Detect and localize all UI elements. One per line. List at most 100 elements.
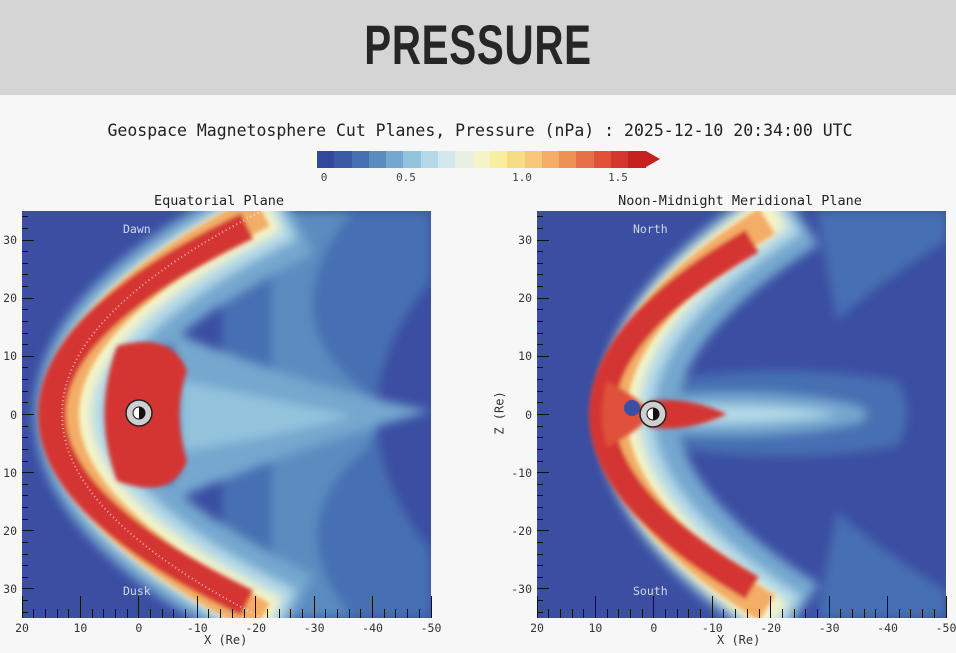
colorbar-swatch xyxy=(420,151,439,168)
y-minor-tick xyxy=(537,576,543,578)
colorbar-swatch xyxy=(317,151,335,168)
y-tick-label: 10 xyxy=(3,349,17,364)
equatorial-plane-plot: Dawn Dusk xyxy=(22,211,431,618)
y-minor-tick xyxy=(22,600,28,602)
x-minor-tick xyxy=(278,609,280,618)
colorbar-swatch xyxy=(351,151,369,168)
y-minor-tick xyxy=(537,600,543,602)
x-minor-tick xyxy=(583,609,585,618)
x-minor-tick xyxy=(33,609,35,618)
page-title: PRESSURE xyxy=(364,13,592,76)
x-tick-label: 10 xyxy=(588,621,603,635)
meridional-pressure-field xyxy=(589,211,946,618)
y-minor-tick xyxy=(22,402,28,404)
x-tick-label: -40 xyxy=(362,621,383,635)
x-tick-label: 20 xyxy=(530,621,544,635)
x-minor-tick xyxy=(735,609,737,618)
x-minor-tick xyxy=(665,609,667,618)
x-tick-label: -20 xyxy=(760,621,782,635)
dusk-label: Dusk xyxy=(123,584,151,598)
x-minor-tick xyxy=(68,609,70,618)
x-minor-tick xyxy=(723,609,725,618)
y-minor-tick xyxy=(22,390,28,392)
y-major-tick xyxy=(22,588,34,590)
y-major-tick xyxy=(537,588,549,590)
y-tick-label: 30 xyxy=(518,233,532,248)
x-major-tick xyxy=(770,596,772,618)
x-minor-tick xyxy=(185,609,187,618)
meridional-plane-plot: North South xyxy=(537,211,946,618)
x-minor-tick xyxy=(781,609,783,618)
x-major-tick xyxy=(196,596,198,618)
equatorial-pressure-field xyxy=(34,211,431,618)
y-minor-tick xyxy=(22,332,28,334)
x-minor-tick xyxy=(746,609,748,618)
y-minor-tick xyxy=(537,390,543,392)
y-minor-tick xyxy=(537,553,543,555)
colorbar-swatch xyxy=(559,151,577,168)
colorbar-swatch xyxy=(403,151,421,168)
x-major-tick xyxy=(313,596,315,618)
y-minor-tick xyxy=(22,507,28,509)
colorbar-swatch xyxy=(489,151,508,168)
chart-title: Geospace Magnetosphere Cut Planes, Press… xyxy=(107,121,853,140)
y-minor-tick xyxy=(537,541,543,543)
x-tick-label: -20 xyxy=(245,621,267,635)
y-major-tick xyxy=(537,355,549,357)
y-tick-label: 10 xyxy=(518,349,532,364)
x-minor-tick xyxy=(606,609,608,618)
y-tick-label: 10 xyxy=(3,465,17,480)
x-minor-tick xyxy=(910,609,912,618)
x-minor-tick xyxy=(571,609,573,618)
x-minor-tick xyxy=(161,609,163,618)
y-minor-tick xyxy=(22,344,28,346)
y-tick-label: 20 xyxy=(518,291,532,306)
y-minor-tick xyxy=(537,518,543,520)
x-minor-tick xyxy=(208,609,210,618)
x-minor-tick xyxy=(301,609,303,618)
y-minor-tick xyxy=(22,216,28,218)
y-tick-label: 0 xyxy=(525,407,532,422)
south-label: South xyxy=(633,584,668,598)
colorbar-swatch xyxy=(611,151,629,168)
header-bar: PRESSURE xyxy=(0,0,956,95)
x-major-tick xyxy=(372,596,374,618)
x-major-tick xyxy=(255,596,257,618)
y-minor-tick xyxy=(22,518,28,520)
panel-title-equatorial: Equatorial Plane xyxy=(153,193,285,209)
colorbar-swatch xyxy=(334,151,352,168)
x-major-tick xyxy=(79,596,81,618)
y-tick-label: 30 xyxy=(3,233,17,248)
x-minor-tick xyxy=(816,609,818,618)
colorbar xyxy=(317,151,660,168)
x-minor-tick xyxy=(290,609,292,618)
x-minor-tick xyxy=(863,609,865,618)
y-minor-tick xyxy=(537,437,543,439)
colorbar-swatch xyxy=(524,151,542,168)
y-major-tick xyxy=(537,414,549,415)
x-tick-label: -10 xyxy=(701,621,723,635)
x-minor-tick xyxy=(618,609,620,618)
y-minor-tick xyxy=(537,367,543,369)
y-minor-tick xyxy=(22,274,28,276)
y-tick-label: 30 xyxy=(3,581,17,596)
x-major-tick xyxy=(536,596,538,618)
y-minor-tick xyxy=(537,507,543,509)
y-tick-label: 20 xyxy=(3,523,17,538)
colorbar-swatch xyxy=(628,151,646,168)
x-tick-label: 0 xyxy=(135,621,143,635)
colorbar-tick-label: 0 xyxy=(320,171,328,184)
x-minor-tick xyxy=(641,609,643,618)
x-minor-tick xyxy=(407,609,409,618)
y-major-tick xyxy=(537,472,549,474)
y-minor-tick xyxy=(537,425,543,427)
y-minor-tick xyxy=(22,251,28,253)
y-minor-tick xyxy=(537,344,543,346)
y-minor-tick xyxy=(22,286,28,288)
x-tick-label: -40 xyxy=(877,621,898,635)
y-major-tick xyxy=(22,239,34,241)
x-major-tick xyxy=(945,596,947,618)
colorbar-swatch xyxy=(593,151,612,168)
x-minor-tick xyxy=(337,609,338,618)
x-minor-tick xyxy=(44,609,46,618)
